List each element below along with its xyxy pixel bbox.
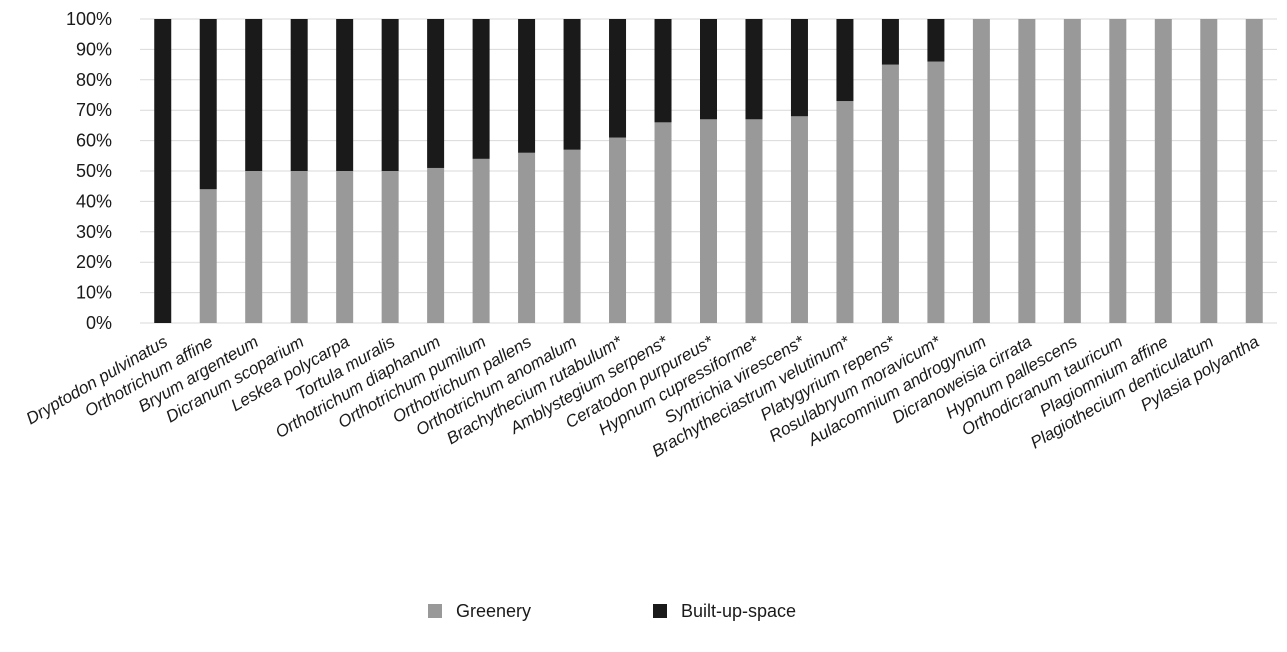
bar-segment-built-up-space — [518, 19, 536, 153]
bar-segment-greenery — [700, 119, 717, 323]
bar-segment-greenery — [427, 167, 445, 323]
bar-segment-greenery — [518, 152, 536, 323]
bar-segment-built-up-space — [790, 19, 808, 117]
bar-segment-greenery — [927, 61, 945, 324]
y-tick-label: 10% — [76, 283, 112, 303]
bar-segment-built-up-space — [472, 19, 490, 159]
bar-segment-greenery — [1154, 19, 1172, 323]
bar-segment-greenery — [1063, 19, 1081, 323]
y-tick-label: 60% — [76, 131, 112, 151]
bar-segment-built-up-space — [427, 19, 445, 168]
bar-segment-built-up-space — [245, 19, 263, 171]
legend-label-built-up-space: Built-up-space — [681, 601, 796, 621]
bar-segment-built-up-space — [609, 19, 627, 138]
bar-segment-greenery — [563, 149, 581, 323]
bar-segment-greenery — [290, 171, 308, 323]
bar-segment-greenery — [1109, 19, 1127, 323]
bar-segment-built-up-space — [700, 19, 717, 120]
bar-segment-built-up-space — [836, 19, 854, 102]
bar-segment-built-up-space — [199, 19, 217, 190]
bar-segment-built-up-space — [745, 19, 763, 120]
bar-segment-built-up-space — [381, 19, 399, 171]
bar-segment-greenery — [972, 19, 990, 323]
bar-segment-greenery — [836, 101, 854, 323]
bars — [154, 19, 1263, 324]
y-tick-label: 100% — [66, 9, 112, 29]
bar-segment-built-up-space — [927, 19, 945, 62]
bar-segment-greenery — [199, 189, 217, 323]
bar-segment-greenery — [336, 171, 354, 323]
y-tick-label: 80% — [76, 70, 112, 90]
bar-segment-greenery — [609, 137, 627, 323]
bar-segment-greenery — [1245, 19, 1263, 323]
bar-segment-greenery — [790, 116, 808, 323]
bar-segment-built-up-space — [881, 19, 899, 65]
bar-segment-greenery — [472, 158, 490, 323]
bar-segment-greenery — [1018, 19, 1036, 323]
y-tick-label: 30% — [76, 222, 112, 242]
bar-segment-greenery — [881, 64, 899, 323]
legend-label-greenery: Greenery — [456, 601, 531, 621]
y-tick-label: 0% — [86, 313, 112, 333]
bar-segment-greenery — [381, 171, 399, 323]
y-tick-label: 90% — [76, 39, 112, 59]
bar-segment-greenery — [1200, 19, 1218, 323]
bar-segment-greenery — [745, 119, 763, 323]
y-axis-tick-labels: 0% 10% 20% 30% 40% 50% 60% 70% 80% 90% 100% — [66, 9, 112, 333]
bar-segment-built-up-space — [654, 19, 672, 123]
y-tick-label: 70% — [76, 100, 112, 120]
bar-segment-greenery — [654, 122, 672, 323]
bar-segment-greenery — [245, 171, 263, 323]
bar-segment-built-up-space — [154, 19, 172, 323]
bar-segment-built-up-space — [290, 19, 308, 171]
y-tick-label: 50% — [76, 161, 112, 181]
bar-segment-built-up-space — [336, 19, 354, 171]
y-tick-label: 20% — [76, 252, 112, 272]
legend: Greenery Built-up-space — [428, 601, 796, 621]
legend-swatch-built-up-space — [653, 604, 667, 618]
legend-swatch-greenery — [428, 604, 442, 618]
y-tick-label: 40% — [76, 191, 112, 211]
bar-segment-built-up-space — [563, 19, 581, 150]
